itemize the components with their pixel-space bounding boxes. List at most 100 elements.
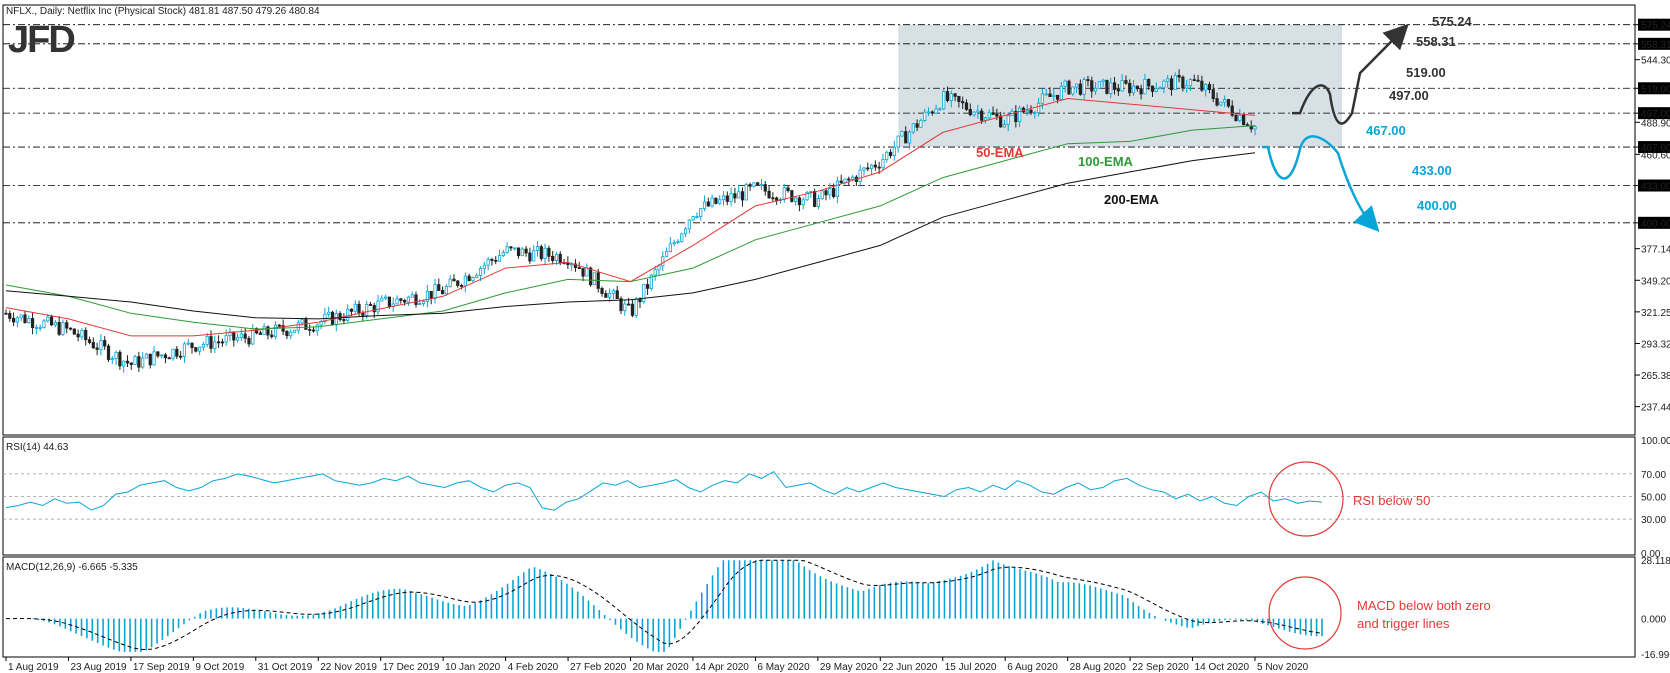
ema100-label: 100-EMA xyxy=(1078,154,1134,169)
candle-body xyxy=(1150,85,1155,92)
candle-body xyxy=(873,164,877,168)
candle-body xyxy=(573,263,578,268)
candle-body xyxy=(554,253,559,261)
candle-body xyxy=(1143,78,1147,95)
candle-body xyxy=(156,351,160,357)
candle-body xyxy=(1067,80,1071,95)
candle-body xyxy=(676,241,680,244)
candle-body xyxy=(1139,88,1143,95)
label-519: 519.00 xyxy=(1406,65,1446,80)
candle-body xyxy=(737,191,741,199)
candle-body xyxy=(520,248,524,257)
price-tick-label: 293.32 xyxy=(1641,339,1670,350)
candle-body xyxy=(816,198,821,207)
candle-body xyxy=(141,357,145,368)
candle-body xyxy=(885,151,889,160)
candle-body xyxy=(68,327,73,330)
date-tick-label: 14 Apr 2020 xyxy=(695,662,749,673)
candle-body xyxy=(1249,125,1253,130)
candle-body xyxy=(137,356,141,368)
candle-body xyxy=(163,354,168,359)
label-497: 497.00 xyxy=(1389,88,1429,103)
candle-body xyxy=(1131,85,1136,94)
candle-body xyxy=(80,329,84,338)
candle-body xyxy=(991,112,995,115)
price-tick-label: 544.30 xyxy=(1641,56,1670,67)
candle-body xyxy=(539,246,543,260)
macd-tick-label: -16.995 xyxy=(1641,650,1670,661)
candle-body xyxy=(198,346,202,352)
candle-body xyxy=(190,342,194,348)
candle-body xyxy=(926,111,931,114)
candle-body xyxy=(695,216,699,218)
candle-body xyxy=(953,93,957,97)
candle-body xyxy=(1074,83,1079,88)
candle-body xyxy=(543,247,547,260)
date-tick-label: 29 May 2020 xyxy=(820,662,878,673)
candle-body xyxy=(524,248,528,254)
candle-body xyxy=(600,287,604,294)
candle-body xyxy=(748,184,752,187)
candle-body xyxy=(224,335,228,343)
candle-body xyxy=(1238,114,1242,121)
candle-body xyxy=(315,324,319,332)
candle-body xyxy=(53,321,57,326)
candle-body xyxy=(482,264,486,269)
candle-body xyxy=(459,285,464,287)
candle-body xyxy=(1154,88,1158,92)
candle-body xyxy=(1101,79,1105,83)
candle-body xyxy=(270,334,274,338)
candle-body xyxy=(1002,124,1007,128)
date-tick-label: 27 Feb 2020 xyxy=(570,662,627,673)
candle-body xyxy=(999,115,1003,128)
candle-body xyxy=(72,328,76,335)
candle-body xyxy=(247,337,251,345)
candle-body xyxy=(414,294,418,305)
candle-body xyxy=(995,113,999,117)
candle-body xyxy=(763,184,767,192)
candle-body xyxy=(220,341,224,344)
candle-body xyxy=(456,280,460,286)
candle-body xyxy=(649,274,653,289)
candle-body xyxy=(452,278,456,282)
candle-body xyxy=(87,339,92,343)
candle-body xyxy=(866,167,870,170)
candle-body xyxy=(292,329,297,333)
candle-body xyxy=(1082,79,1086,95)
candle-body xyxy=(896,135,900,148)
candle-body xyxy=(1128,82,1132,94)
candle-body xyxy=(118,351,122,367)
candle-body xyxy=(179,355,183,358)
date-tick-label: 28 Aug 2020 xyxy=(1070,662,1127,673)
candle-body xyxy=(34,327,38,329)
candle-body xyxy=(1040,93,1045,104)
candle-body xyxy=(664,251,669,258)
candle-body xyxy=(421,301,426,304)
price-level-tag xyxy=(1638,18,1670,31)
macd-title: MACD(12,26,9) -6.665 -5.335 xyxy=(6,562,138,573)
candle-body xyxy=(729,193,733,202)
candle-body xyxy=(1188,79,1193,87)
price-tick-label: 433.00 xyxy=(1641,182,1670,193)
candle-body xyxy=(824,190,828,196)
rsi-highlight-circle xyxy=(1268,461,1344,537)
candle-body xyxy=(680,233,684,242)
candle-body xyxy=(114,351,118,359)
candle-body xyxy=(1078,83,1082,95)
candle-body xyxy=(942,91,946,110)
macd-tick-label: 0.000 xyxy=(1641,615,1666,626)
candle-body xyxy=(1219,101,1223,106)
candle-body xyxy=(475,275,479,278)
candle-body xyxy=(152,351,156,366)
candle-body xyxy=(1204,84,1208,91)
candle-body xyxy=(186,342,190,345)
ema-line-200-EMA xyxy=(5,152,1256,320)
candle-body xyxy=(334,313,338,326)
price-tick-label: 321.25 xyxy=(1641,308,1670,319)
candle-body xyxy=(505,246,509,253)
candle-body xyxy=(403,300,407,303)
candle-body xyxy=(501,252,505,256)
macd-signal-line xyxy=(6,559,1323,651)
candle-body xyxy=(725,195,729,202)
candle-body xyxy=(1230,105,1234,116)
